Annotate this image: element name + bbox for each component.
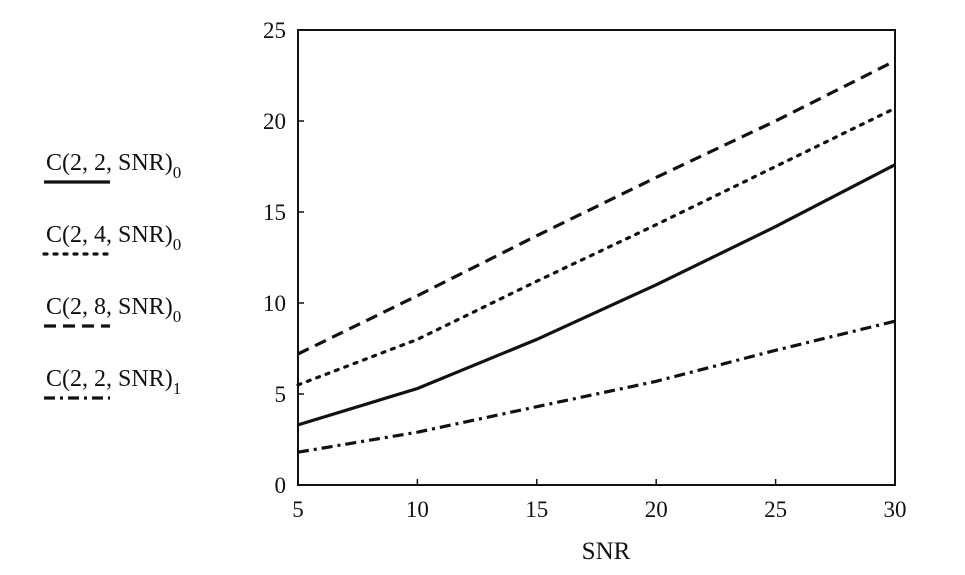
y-tick-label: 10: [263, 291, 286, 316]
legend-series-name: C(2, 4, SNR): [46, 222, 173, 248]
plot-frame: [297, 29, 896, 486]
legend-series-subscript: 1: [173, 379, 182, 398]
legend-series-subscript: 0: [173, 235, 182, 254]
x-tick-label: 20: [645, 497, 668, 522]
legend: C(2, 2, SNR)0C(2, 4, SNR)0C(2, 8, SNR)0C…: [42, 150, 181, 400]
series-line-2: [296, 106, 897, 387]
legend-label: C(2, 4, SNR)0: [46, 222, 181, 254]
x-axis-ticks: 5 10 15 20 25 30: [292, 479, 907, 522]
legend-series-subscript: 0: [173, 163, 182, 182]
y-tick-label: 5: [275, 382, 287, 407]
y-axis-ticks: 0 5 10 15 20 25: [263, 18, 304, 498]
x-tick-label: 15: [525, 497, 548, 522]
x-tick-label: 25: [764, 497, 787, 522]
x-tick-label: 30: [884, 497, 907, 522]
series-line-1: [297, 163, 896, 427]
legend-series-name: C(2, 8, SNR): [46, 294, 173, 320]
x-tick-label: 10: [406, 497, 429, 522]
y-tick-label: 25: [263, 18, 286, 43]
series-lines: [296, 59, 897, 454]
series-line-4: [297, 319, 896, 454]
y-tick-label: 20: [263, 109, 286, 134]
legend-series-name: C(2, 2, SNR): [46, 150, 173, 176]
legend-label: C(2, 2, SNR)1: [46, 366, 181, 398]
legend-label: C(2, 8, SNR)0: [46, 294, 181, 326]
x-tick-label: 5: [292, 497, 304, 522]
series-line-3: [297, 59, 896, 356]
y-tick-label: 0: [275, 473, 287, 498]
x-axis-title: SNR: [582, 538, 631, 565]
legend-series-name: C(2, 2, SNR): [46, 366, 173, 392]
legend-series-subscript: 0: [173, 307, 182, 326]
legend-label: C(2, 2, SNR)0: [46, 150, 181, 182]
y-tick-label: 15: [263, 200, 286, 225]
